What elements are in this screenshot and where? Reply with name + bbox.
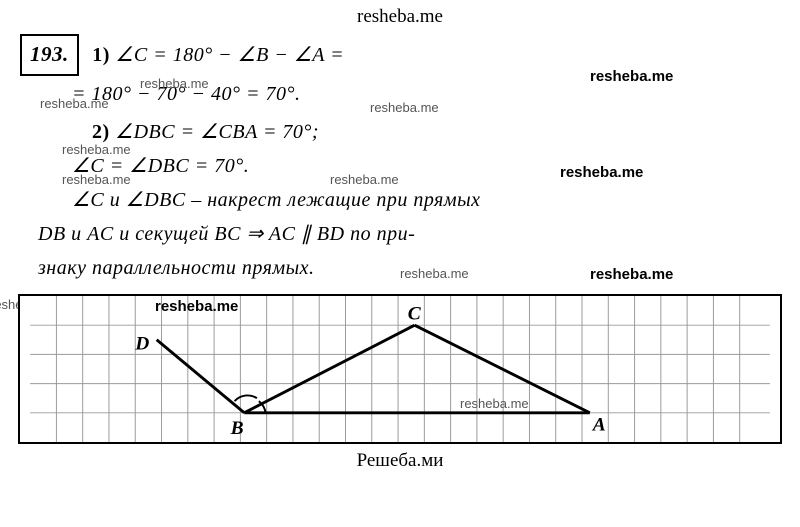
problem-number-box: 193. [20,34,79,76]
line-6: DB и AC и секущей BC ⇒ AC ∥ BD по при- [20,218,780,250]
watermark: resheba.me [62,142,131,157]
explain-2: DB и AC и секущей BC ⇒ AC ∥ BD по при- [38,223,415,245]
watermark: resheba.me [400,266,469,281]
page-header: resheba.me [0,0,800,34]
explain-1: ∠C и ∠DBC – накрест лежащие при прямых [72,189,481,211]
watermark: resheba.me [330,172,399,187]
explain-3: знаку параллельности прямых. [38,257,315,279]
page-footer: Решеба.ми [0,444,800,478]
triangle-diagram-svg: C D B A [20,296,780,442]
line-4: ∠C = ∠DBC = 70°. [20,150,780,182]
vertex-C: C [408,303,422,324]
diagram: resheba.me resheba.me [18,294,782,444]
watermark: resheba.me [590,68,673,85]
watermark: resheba.me [560,164,643,181]
watermark: resheba.me [370,100,439,115]
equation-2a: ∠DBC = ∠CBA = 70°; [115,121,319,143]
watermark: resheba.me [40,96,109,111]
step-1: 1) [92,44,110,66]
line-5: ∠C и ∠DBC – накрест лежащие при прямых [20,184,780,216]
line-3: 2) ∠DBC = ∠CBA = 70°; [20,116,780,148]
vertex-A: A [592,414,606,435]
watermark: resheba.me [62,172,131,187]
step-2: 2) [92,121,110,143]
solution-content: 193. 1) ∠C = 180° − ∠B − ∠A = = 180° − 7… [0,34,800,284]
watermark: resheba.me [155,298,238,315]
vertex-D: D [134,333,149,354]
watermark: resheba.me [140,76,209,91]
watermark: resheba.me [590,266,673,283]
equation-1a: ∠C = 180° − ∠B − ∠A = [115,44,344,66]
grid-lines [30,296,770,442]
watermark: resheba.me [460,396,529,411]
vertex-B: B [230,418,244,439]
